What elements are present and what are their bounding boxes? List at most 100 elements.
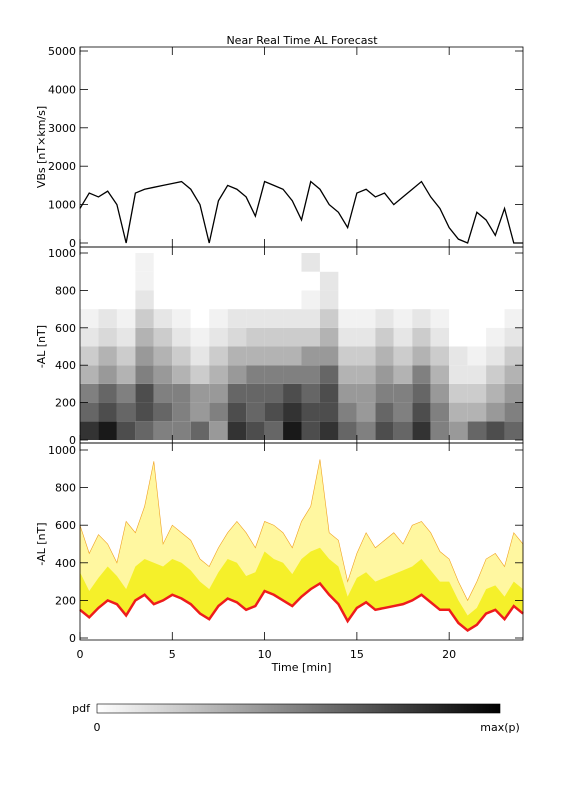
heatmap-cell xyxy=(153,421,173,440)
heatmap-cell xyxy=(449,402,468,422)
heatmap-cell xyxy=(504,402,523,422)
heatmap-cell xyxy=(80,290,99,310)
heatmap-cell xyxy=(393,327,413,347)
y-tick-label: 1000 xyxy=(48,444,76,457)
heatmap-cell xyxy=(283,402,302,422)
heatmap-cell xyxy=(98,271,117,291)
heatmap-cell xyxy=(412,290,431,310)
heatmap-cell xyxy=(264,365,284,384)
heatmap-cell xyxy=(467,290,487,310)
heatmap-cell xyxy=(283,365,302,384)
heatmap-cell xyxy=(283,290,302,310)
heatmap-cell xyxy=(135,327,154,347)
heatmap-cell xyxy=(449,421,468,440)
heatmap-cell xyxy=(98,309,117,328)
heatmap-cell xyxy=(246,309,265,328)
heatmap-cell xyxy=(98,346,117,366)
heatmap-cell xyxy=(412,402,431,422)
colorbar xyxy=(96,703,501,714)
heatmap-cell xyxy=(209,365,228,384)
heatmap-cell xyxy=(227,309,247,328)
heatmap-cell xyxy=(301,383,320,403)
heatmap-cell xyxy=(486,271,505,291)
heatmap-cell xyxy=(486,402,505,422)
heatmap-cell xyxy=(135,309,154,328)
heatmap-cell xyxy=(338,421,357,440)
heatmap-cell xyxy=(246,327,265,347)
y-axis-label: -AL [nT] xyxy=(35,325,48,368)
heatmap-cell xyxy=(430,253,450,272)
heatmap-cell xyxy=(135,253,154,272)
heatmap-cell xyxy=(116,346,136,366)
heatmap-cell xyxy=(430,346,450,366)
y-tick-label: 2000 xyxy=(48,160,76,173)
heatmap-cell xyxy=(264,309,284,328)
heatmap-cell xyxy=(172,327,191,347)
heatmap-cell xyxy=(153,346,173,366)
heatmap-cell xyxy=(449,309,468,328)
heatmap-cell xyxy=(246,421,265,440)
heatmap-cell xyxy=(393,290,413,310)
heatmap-cell xyxy=(356,365,376,384)
heatmap-cell xyxy=(504,365,523,384)
heatmap-cell xyxy=(172,346,191,366)
heatmap-cell xyxy=(209,346,228,366)
heatmap-cell xyxy=(190,271,210,291)
heatmap-cell xyxy=(153,327,173,347)
heatmap-cell xyxy=(449,383,468,403)
heatmap-cell xyxy=(393,365,413,384)
heatmap-cell xyxy=(190,383,210,403)
heatmap-cell xyxy=(246,346,265,366)
heatmap-cell xyxy=(412,327,431,347)
heatmap-cell xyxy=(430,365,450,384)
heatmap-cell xyxy=(301,402,320,422)
heatmap-cell xyxy=(375,327,394,347)
heatmap-cell xyxy=(356,253,376,272)
heatmap-cell xyxy=(504,346,523,366)
heatmap-cell xyxy=(264,327,284,347)
heatmap-cell xyxy=(153,402,173,422)
heatmap-cell xyxy=(467,271,487,291)
heatmap-cell xyxy=(264,421,284,440)
heatmap-cell xyxy=(116,290,136,310)
x-tick-label: 0 xyxy=(77,648,84,661)
heatmap-cell xyxy=(467,253,487,272)
y-tick-label: 5000 xyxy=(48,45,76,58)
heatmap-cell xyxy=(116,309,136,328)
heatmap-cell xyxy=(504,421,523,440)
heatmap-cell xyxy=(116,253,136,272)
heatmap-cell xyxy=(227,290,247,310)
heatmap-cell xyxy=(338,271,357,291)
heatmap-cell xyxy=(375,271,394,291)
y-tick-label: 1000 xyxy=(48,199,76,212)
heatmap-cell xyxy=(209,421,228,440)
heatmap-cell xyxy=(80,271,99,291)
y-axis-label: -AL [nT] xyxy=(35,522,48,565)
y-tick-label: 0 xyxy=(69,434,76,447)
heatmap-cell xyxy=(135,402,154,422)
heatmap-cell xyxy=(283,271,302,291)
y-tick-label: 4000 xyxy=(48,83,76,96)
heatmap-cell xyxy=(116,271,136,291)
heatmap-cell xyxy=(486,253,505,272)
heatmap-cell xyxy=(227,271,247,291)
heatmap-cell xyxy=(172,365,191,384)
heatmap-cell xyxy=(135,421,154,440)
y-axis-label: VBs [nT×km/s] xyxy=(35,106,48,188)
heatmap-cell xyxy=(467,327,487,347)
heatmap-cell xyxy=(190,290,210,310)
heatmap-cell xyxy=(190,309,210,328)
heatmap-cell xyxy=(209,271,228,291)
y-tick-label: 800 xyxy=(55,482,76,495)
heatmap-cell xyxy=(283,253,302,272)
heatmap-cell xyxy=(116,365,136,384)
heatmap-cell xyxy=(430,402,450,422)
heatmap-cell xyxy=(486,421,505,440)
heatmap-cell xyxy=(486,327,505,347)
heatmap-cell xyxy=(319,346,339,366)
heatmap-cell xyxy=(486,309,505,328)
heatmap-cell xyxy=(393,253,413,272)
heatmap-cell xyxy=(172,290,191,310)
colorbar-max: max(p) xyxy=(480,721,520,734)
